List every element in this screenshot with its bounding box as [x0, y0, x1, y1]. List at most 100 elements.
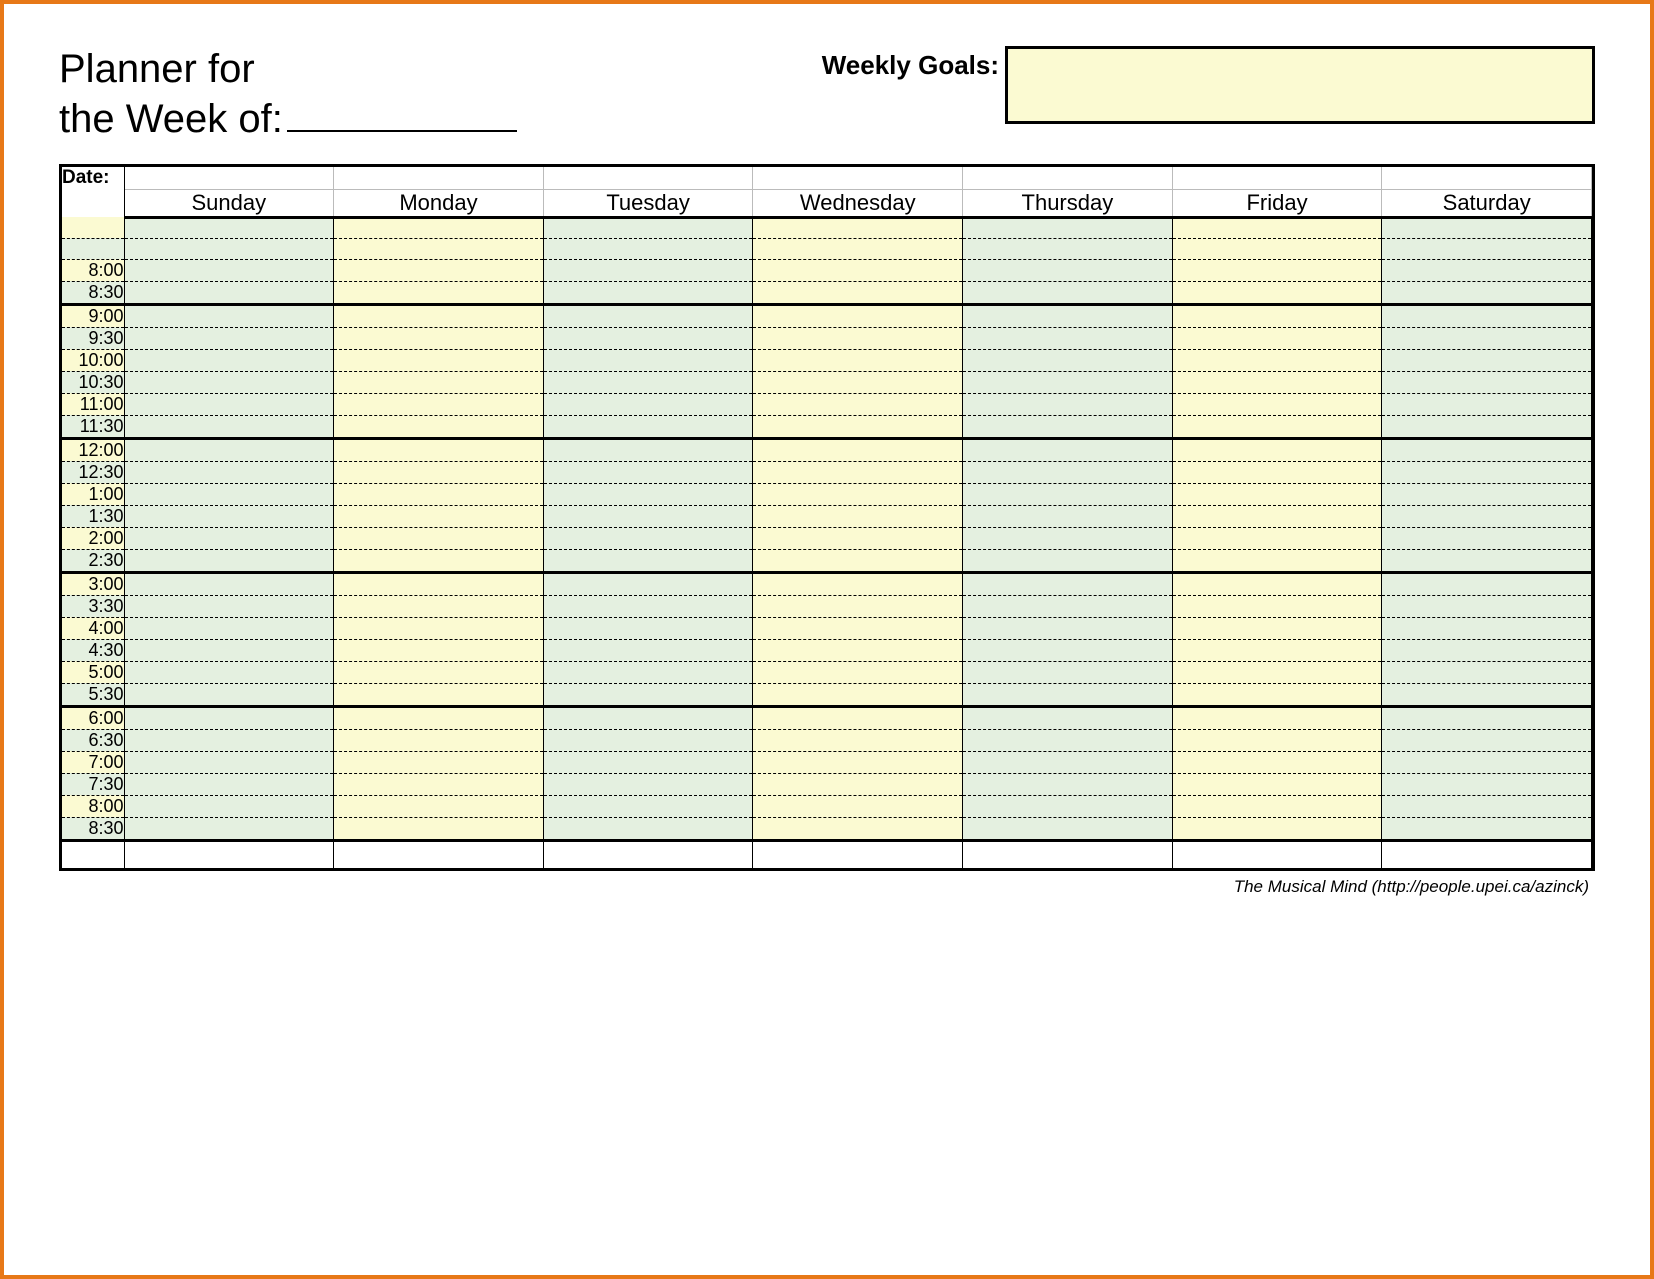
- slot-cell[interactable]: [543, 371, 753, 393]
- slot-cell[interactable]: [334, 572, 544, 595]
- slot-cell[interactable]: [963, 527, 1173, 549]
- slot-cell[interactable]: [753, 238, 963, 259]
- slot-cell[interactable]: [543, 729, 753, 751]
- slot-cell[interactable]: [963, 393, 1173, 415]
- slot-cell[interactable]: [124, 217, 334, 238]
- slot-cell[interactable]: [963, 371, 1173, 393]
- slot-cell[interactable]: [753, 461, 963, 483]
- slot-cell[interactable]: [963, 238, 1173, 259]
- slot-cell[interactable]: [1382, 683, 1592, 706]
- slot-cell[interactable]: [753, 706, 963, 729]
- slot-cell[interactable]: [963, 617, 1173, 639]
- slot-cell[interactable]: [1382, 595, 1592, 617]
- slot-cell[interactable]: [963, 795, 1173, 817]
- slot-cell[interactable]: [1172, 217, 1382, 238]
- slot-cell[interactable]: [124, 751, 334, 773]
- slot-cell[interactable]: [1382, 549, 1592, 572]
- slot-cell[interactable]: [963, 349, 1173, 371]
- slot-cell[interactable]: [963, 549, 1173, 572]
- slot-cell[interactable]: [124, 505, 334, 527]
- slot-cell[interactable]: [753, 595, 963, 617]
- slot-cell[interactable]: [334, 349, 544, 371]
- slot-cell[interactable]: [1382, 505, 1592, 527]
- slot-cell[interactable]: [1382, 304, 1592, 327]
- slot-cell[interactable]: [124, 483, 334, 505]
- slot-cell[interactable]: [543, 327, 753, 349]
- slot-cell[interactable]: [334, 795, 544, 817]
- slot-cell[interactable]: [124, 572, 334, 595]
- slot-cell[interactable]: [543, 661, 753, 683]
- slot-cell[interactable]: [1172, 527, 1382, 549]
- slot-cell[interactable]: [124, 706, 334, 729]
- slot-cell[interactable]: [543, 461, 753, 483]
- slot-cell[interactable]: [753, 259, 963, 281]
- slot-cell[interactable]: [1382, 371, 1592, 393]
- slot-cell[interactable]: [963, 304, 1173, 327]
- slot-cell[interactable]: [753, 415, 963, 438]
- slot-cell[interactable]: [963, 217, 1173, 238]
- slot-cell[interactable]: [334, 505, 544, 527]
- slot-cell[interactable]: [1172, 505, 1382, 527]
- slot-cell[interactable]: [124, 549, 334, 572]
- slot-cell[interactable]: [543, 683, 753, 706]
- slot-cell[interactable]: [334, 483, 544, 505]
- slot-cell[interactable]: [963, 773, 1173, 795]
- slot-cell[interactable]: [963, 595, 1173, 617]
- slot-cell[interactable]: [753, 505, 963, 527]
- slot-cell[interactable]: [1382, 773, 1592, 795]
- slot-cell[interactable]: [124, 661, 334, 683]
- slot-cell[interactable]: [1382, 438, 1592, 461]
- slot-cell[interactable]: [1382, 349, 1592, 371]
- slot-cell[interactable]: [1382, 751, 1592, 773]
- slot-cell[interactable]: [124, 795, 334, 817]
- slot-cell[interactable]: [1172, 415, 1382, 438]
- slot-cell[interactable]: [334, 773, 544, 795]
- slot-cell[interactable]: [753, 304, 963, 327]
- date-row-cell[interactable]: [1172, 167, 1382, 189]
- slot-cell[interactable]: [124, 527, 334, 549]
- slot-cell[interactable]: [963, 729, 1173, 751]
- slot-cell[interactable]: [334, 238, 544, 259]
- slot-cell[interactable]: [543, 415, 753, 438]
- slot-cell[interactable]: [963, 639, 1173, 661]
- slot-cell[interactable]: [753, 483, 963, 505]
- slot-cell[interactable]: [963, 438, 1173, 461]
- slot-cell[interactable]: [124, 438, 334, 461]
- slot-cell[interactable]: [334, 729, 544, 751]
- slot-cell[interactable]: [963, 415, 1173, 438]
- slot-cell[interactable]: [1382, 795, 1592, 817]
- slot-cell[interactable]: [124, 415, 334, 438]
- slot-cell[interactable]: [124, 817, 334, 840]
- slot-cell[interactable]: [1382, 617, 1592, 639]
- slot-cell[interactable]: [124, 639, 334, 661]
- slot-cell[interactable]: [753, 617, 963, 639]
- slot-cell[interactable]: [753, 773, 963, 795]
- slot-cell[interactable]: [334, 259, 544, 281]
- date-row-cell[interactable]: [124, 167, 334, 189]
- slot-cell[interactable]: [124, 393, 334, 415]
- slot-cell[interactable]: [543, 304, 753, 327]
- slot-cell[interactable]: [1172, 238, 1382, 259]
- slot-cell[interactable]: [1172, 483, 1382, 505]
- slot-cell[interactable]: [1382, 661, 1592, 683]
- slot-cell[interactable]: [963, 259, 1173, 281]
- slot-cell[interactable]: [543, 259, 753, 281]
- slot-cell[interactable]: [334, 683, 544, 706]
- slot-cell[interactable]: [1172, 617, 1382, 639]
- slot-cell[interactable]: [1382, 729, 1592, 751]
- date-row-cell[interactable]: [543, 167, 753, 189]
- slot-cell[interactable]: [543, 281, 753, 304]
- slot-cell[interactable]: [963, 483, 1173, 505]
- slot-cell[interactable]: [1172, 371, 1382, 393]
- slot-cell[interactable]: [543, 349, 753, 371]
- slot-cell[interactable]: [124, 327, 334, 349]
- date-row-cell[interactable]: [963, 167, 1173, 189]
- slot-cell[interactable]: [124, 371, 334, 393]
- slot-cell[interactable]: [1172, 549, 1382, 572]
- slot-cell[interactable]: [334, 661, 544, 683]
- slot-cell[interactable]: [1172, 281, 1382, 304]
- slot-cell[interactable]: [124, 349, 334, 371]
- slot-cell[interactable]: [124, 281, 334, 304]
- slot-cell[interactable]: [753, 751, 963, 773]
- slot-cell[interactable]: [1382, 527, 1592, 549]
